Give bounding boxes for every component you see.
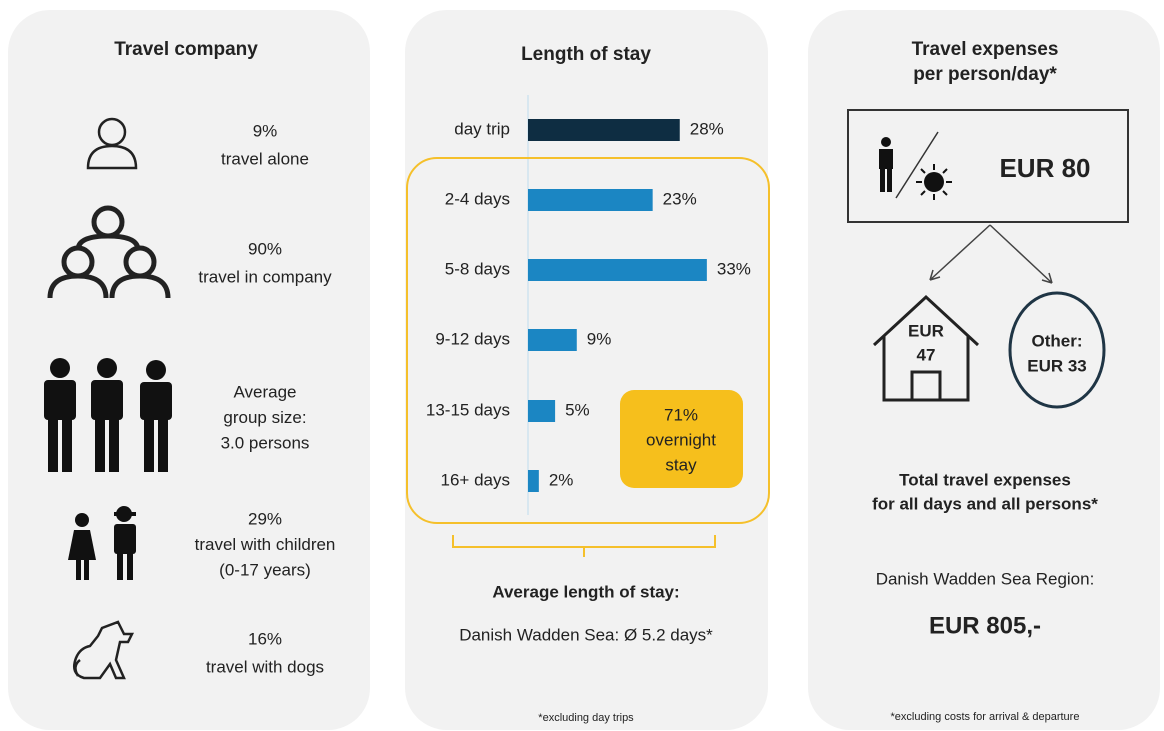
value-label: 5% — [565, 400, 590, 419]
bar — [528, 400, 556, 422]
panel-title: Length of stay — [521, 44, 651, 65]
icon-person-outline — [86, 117, 138, 170]
value-label: 2% — [549, 470, 574, 489]
footnote: *excluding day trips — [538, 712, 634, 724]
icon-three-persons — [44, 358, 172, 472]
average-heading: Average length of stay: — [492, 582, 679, 601]
total-value: EUR 805,- — [929, 612, 1041, 639]
accommodation-text: EUR — [908, 321, 944, 340]
item-text: travel in company — [198, 267, 332, 286]
item-text: 16% — [248, 629, 282, 648]
category-label: 16+ days — [441, 470, 510, 489]
accommodation-text: 47 — [917, 345, 936, 364]
item-text: 3.0 persons — [221, 433, 310, 452]
item-text: travel with children — [195, 535, 336, 554]
panel — [808, 10, 1160, 730]
bar — [528, 470, 539, 492]
region: Danish Wadden Sea Region: — [876, 569, 1095, 588]
icon-children — [68, 506, 136, 580]
value-label: 28% — [690, 119, 724, 138]
panel — [8, 10, 370, 730]
overnight-text: overnight — [646, 430, 716, 449]
icon-house — [872, 294, 980, 402]
item-text: Average — [233, 382, 296, 401]
other-text: EUR 33 — [1027, 356, 1087, 375]
bar — [528, 189, 653, 211]
total-heading: for all days and all persons* — [872, 494, 1098, 513]
overnight-box — [620, 390, 743, 488]
category-label: 2-4 days — [445, 189, 510, 208]
item-text: travel with dogs — [206, 657, 324, 676]
other-circle — [1008, 291, 1106, 409]
per-day-value: EUR 80 — [999, 153, 1090, 183]
bar — [528, 259, 707, 281]
panel-title: Travel company — [114, 39, 258, 60]
total-heading: Total travel expenses — [899, 470, 1071, 489]
category-label: 13-15 days — [426, 400, 510, 419]
panel-title: Travel expenses — [912, 39, 1059, 60]
other-text: Other: — [1032, 331, 1083, 350]
average-text: Danish Wadden Sea: Ø 5.2 days* — [459, 625, 713, 644]
icon-person-sun — [879, 131, 952, 200]
item-text: group size: — [223, 408, 306, 427]
panel-title: per person/day* — [913, 64, 1057, 85]
item-text: 29% — [248, 509, 282, 528]
panel — [405, 10, 768, 730]
overnight-text: 71% — [664, 405, 698, 424]
bar — [528, 329, 577, 351]
footnote: *excluding costs for arrival & departure — [891, 711, 1080, 723]
overnight-text: stay — [665, 455, 697, 474]
icon-group — [47, 205, 171, 299]
item-text: (0-17 years) — [219, 560, 311, 579]
value-label: 33% — [717, 259, 751, 278]
bracket — [452, 535, 716, 557]
overnight-frame — [406, 157, 770, 524]
category-label: day trip — [454, 119, 510, 138]
item-text: 9% — [253, 121, 278, 140]
icon-dog — [73, 620, 135, 680]
per-day-box — [847, 109, 1129, 223]
bar — [528, 119, 680, 141]
category-label: 5-8 days — [445, 259, 510, 278]
value-label: 23% — [663, 189, 697, 208]
item-text: 90% — [248, 239, 282, 258]
category-label: 9-12 days — [435, 329, 510, 348]
item-text: travel alone — [221, 149, 309, 168]
arrows — [929, 224, 1053, 284]
value-label: 9% — [587, 329, 612, 348]
